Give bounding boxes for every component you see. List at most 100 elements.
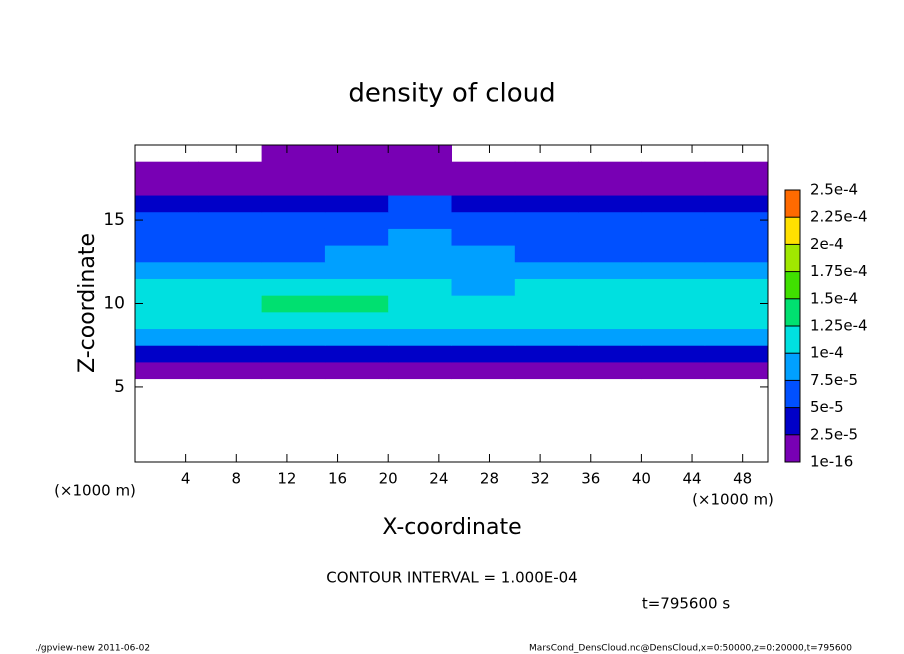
heat-cell [388,295,452,313]
heat-cell [451,295,516,313]
heat-cell [135,245,199,263]
heat-cell [578,178,642,196]
colorbar-band [785,271,800,299]
heat-cell [641,178,706,196]
heat-cell [704,261,769,279]
heat-cell [451,311,516,330]
heat-cell [641,261,706,279]
heat-cell [514,361,579,380]
heat-cell [641,295,706,313]
heat-cell [704,345,769,363]
x-tick-label: 28 [480,470,499,488]
x-tick-label: 12 [277,470,296,488]
colorbar-label: 5e-5 [810,398,844,416]
heat-cell [261,295,326,313]
heat-cell [324,261,389,279]
heat-cell [578,245,642,263]
heat-cell [704,278,769,296]
colorbar-band [785,353,800,381]
heat-cell [388,278,452,296]
heat-cell [388,361,452,380]
heat-cell [261,211,326,229]
x-tick-label: 36 [581,470,600,488]
x-tick-label: 20 [379,470,398,488]
heat-cell [578,261,642,279]
heat-cell [261,261,326,279]
heat-cell [324,345,389,363]
heat-cell [641,311,706,330]
heat-cell [135,178,199,196]
heat-cell [641,195,706,213]
heat-cell [514,228,579,246]
x-tick-label: 48 [733,470,752,488]
heat-cell [451,278,516,296]
heat-cell [514,161,579,179]
heat-cell [324,161,389,179]
colorbar-label: 1e-16 [810,453,853,471]
time-label: t=795600 s [642,595,730,613]
heat-cell [451,261,516,279]
heat-cell [388,195,452,213]
heat-cell [261,328,326,346]
heat-cell [135,295,199,313]
heat-cell [704,161,769,179]
heat-cell [261,178,326,196]
heat-cell [641,211,706,229]
colorbar-band [785,407,800,435]
heat-cell [261,161,326,179]
footer-left: ./gpview-new 2011-06-02 [35,644,150,654]
x-tick-label: 4 [181,470,191,488]
heat-cell [514,311,579,330]
colorbar-label: 7.5e-5 [810,371,858,389]
heat-cell [451,245,516,263]
heat-cell [261,145,326,163]
heat-cell [135,328,199,346]
heat-cell [135,161,199,179]
colorbar-label: 1.5e-4 [810,289,858,307]
annotation: CONTOUR INTERVAL = 1.000E-04 [326,569,577,587]
heat-cell [641,245,706,263]
colorbar-band [785,434,800,462]
heat-cell [261,245,326,263]
heat-cell [198,311,263,330]
heat-cell [324,211,389,229]
heat-cell [388,345,452,363]
heat-cell [641,228,706,246]
heat-cell [641,328,706,346]
heat-cell [578,361,642,380]
heat-cell [388,178,452,196]
heat-cell [451,328,516,346]
heat-cell [451,361,516,380]
heat-cell [261,195,326,213]
colorbar-label: 1.25e-4 [810,317,868,335]
heat-cell [324,145,389,163]
heat-cell [704,295,769,313]
y-tick-label: 5 [114,377,125,397]
heat-cell [135,261,199,279]
heat-cell [198,161,263,179]
heat-cell [578,328,642,346]
heat-cell [641,345,706,363]
heat-cell [324,278,389,296]
heat-cell [578,228,642,246]
x-tick-label: 40 [632,470,651,488]
heat-cell [388,328,452,346]
heat-cell [704,178,769,196]
heat-cell [704,228,769,246]
heat-cell [135,345,199,363]
heat-cell [451,178,516,196]
x-tick-label: 24 [429,470,448,488]
heat-cell [198,361,263,380]
colorbar-label: 2.5e-4 [810,181,858,199]
heat-cell [641,361,706,380]
heat-cell [324,328,389,346]
heat-cell [578,195,642,213]
y-tick-label: 10 [103,294,125,314]
heat-cell [388,311,452,330]
heat-cell [514,261,579,279]
heat-cell [578,345,642,363]
heat-cell [324,311,389,330]
heat-cell [198,278,263,296]
heat-cell [388,245,452,263]
